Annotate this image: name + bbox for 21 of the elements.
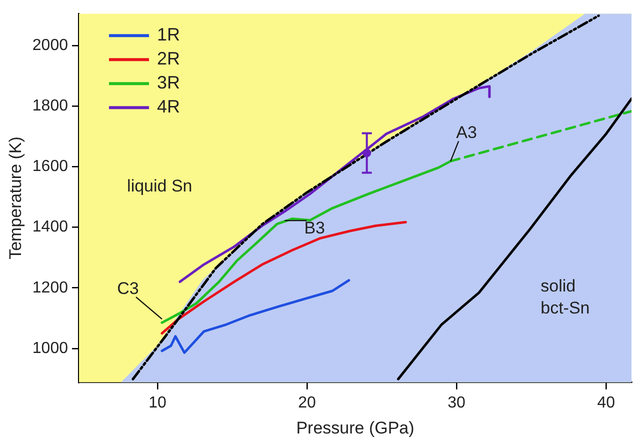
y-tick-label: 1800: [32, 97, 68, 114]
legend-label: 4R: [156, 96, 180, 117]
annotation: A3: [456, 122, 477, 142]
annotation: B3: [304, 218, 325, 238]
y-tick-label: 2000: [32, 36, 68, 54]
annotation: C3: [117, 278, 139, 298]
x-axis-title: Pressure (GPa): [296, 418, 414, 438]
x-tick-label: 20: [298, 394, 316, 412]
annotation: solid bct-Sn: [540, 276, 590, 318]
y-tick-label: 1400: [32, 218, 68, 236]
y-tick-label: 1000: [32, 340, 68, 357]
x-tick-label: 10: [148, 394, 166, 412]
y-tick-label: 1600: [32, 158, 68, 176]
x-tick-label: 40: [597, 394, 616, 412]
legend-label: 3R: [156, 72, 180, 93]
legend-label: 1R: [156, 24, 180, 45]
x-tick-label: 30: [448, 394, 466, 412]
legend-label: 2R: [156, 48, 180, 69]
y-axis-title: Temperature (K): [6, 136, 25, 260]
y-tick-label: 1200: [32, 279, 68, 296]
annotation: liquid Sn: [127, 176, 192, 196]
